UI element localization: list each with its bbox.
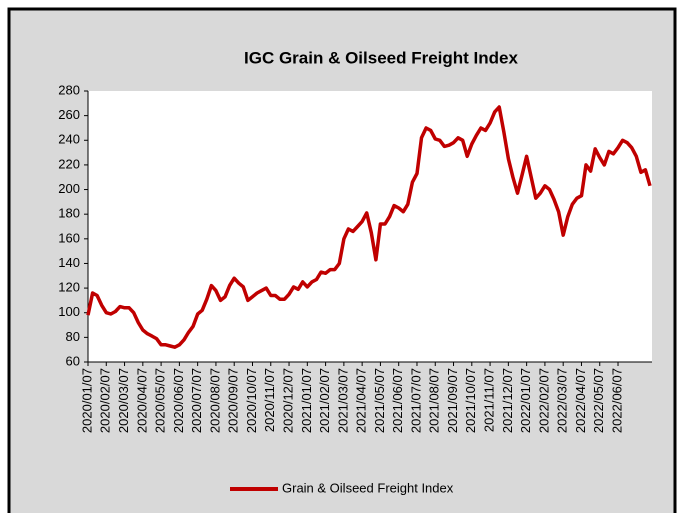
x-tick-label: 2021/08/07 bbox=[427, 368, 442, 433]
x-tick-label: 2021/05/07 bbox=[372, 368, 387, 433]
y-tick-label: 100 bbox=[58, 304, 80, 319]
y-tick-label: 280 bbox=[58, 82, 80, 97]
x-tick-label: 2020/12/07 bbox=[280, 368, 295, 433]
y-tick-label: 260 bbox=[58, 107, 80, 122]
x-tick-label: 2020/11/07 bbox=[262, 368, 277, 432]
x-tick-label: 2020/07/07 bbox=[189, 368, 204, 433]
x-tick-label: 2021/10/07 bbox=[463, 368, 478, 433]
data-line bbox=[86, 105, 652, 349]
y-tick-label: 80 bbox=[66, 329, 80, 344]
chart-title: IGC Grain & Oilseed Freight Index bbox=[244, 48, 518, 67]
x-tick-label: 2020/10/07 bbox=[244, 368, 259, 433]
legend-label: Grain & Oilseed Freight Index bbox=[282, 480, 454, 495]
y-tick-label: 120 bbox=[58, 280, 80, 295]
x-tick-label: 2020/01/07 bbox=[79, 368, 94, 433]
x-tick-label: 2022/05/07 bbox=[591, 368, 606, 433]
y-tick-label: 160 bbox=[58, 230, 80, 245]
x-tick-label: 2021/09/07 bbox=[445, 368, 460, 433]
x-tick-label: 2020/09/07 bbox=[226, 368, 241, 433]
x-tick-label: 2022/01/07 bbox=[518, 368, 533, 433]
x-tick-label: 2020/05/07 bbox=[153, 368, 168, 433]
x-tick-label: 2022/04/07 bbox=[573, 368, 588, 433]
x-tick-label: 2021/04/07 bbox=[354, 368, 369, 433]
x-tick-label: 2021/03/07 bbox=[335, 368, 350, 433]
y-tick-label: 240 bbox=[58, 132, 80, 147]
x-tick-label: 2020/02/07 bbox=[98, 368, 113, 433]
y-tick-label: 60 bbox=[66, 353, 80, 368]
y-tick-label: 220 bbox=[58, 156, 80, 171]
y-tick-label: 180 bbox=[58, 206, 80, 221]
x-tick-label: 2021/06/07 bbox=[390, 368, 405, 433]
x-tick-label: 2021/07/07 bbox=[408, 368, 423, 433]
x-tick-label: 2021/12/07 bbox=[500, 368, 515, 433]
x-tick-label: 2021/11/07 bbox=[482, 368, 497, 432]
y-tick-label: 200 bbox=[58, 181, 80, 196]
x-tick-label: 2022/06/07 bbox=[609, 368, 624, 433]
x-tick-label: 2020/06/07 bbox=[171, 368, 186, 433]
x-tick-label: 2020/03/07 bbox=[116, 368, 131, 433]
x-tick-label: 2022/03/07 bbox=[555, 368, 570, 433]
x-tick-label: 2021/02/07 bbox=[317, 368, 332, 433]
x-tick-label: 2020/04/07 bbox=[134, 368, 149, 433]
x-tick-label: 2022/02/07 bbox=[536, 368, 551, 433]
x-tick-label: 2021/01/07 bbox=[299, 368, 314, 433]
y-tick-label: 140 bbox=[58, 255, 80, 270]
x-tick-label: 2020/08/07 bbox=[207, 368, 222, 433]
